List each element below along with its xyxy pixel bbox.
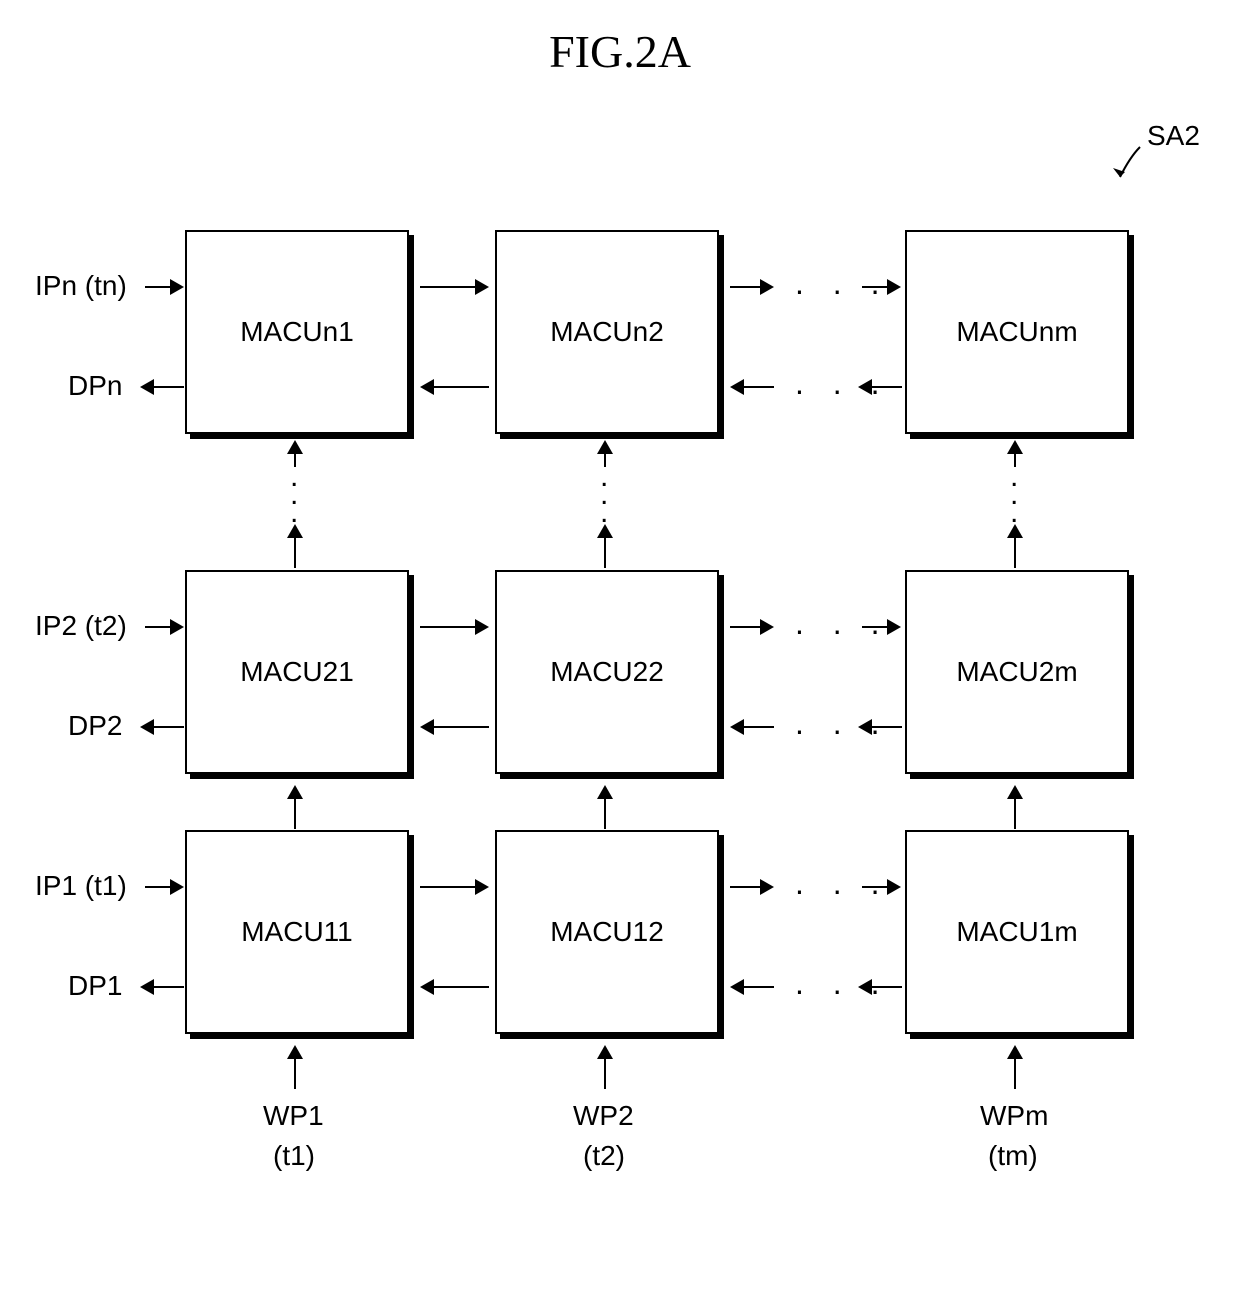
box-macu-22: MACU22 <box>495 570 719 774</box>
box-macu-12: MACU12 <box>495 830 719 1034</box>
label-ipn: IPn (tn) <box>35 270 127 302</box>
box-macu-21: MACU21 <box>185 570 409 774</box>
box-macu-n1: MACUn1 <box>185 230 409 434</box>
box-macu-11: MACU11 <box>185 830 409 1034</box>
label-dp1: DP1 <box>68 970 122 1002</box>
label-dp2: DP2 <box>68 710 122 742</box>
label-t1: (t1) <box>273 1140 315 1172</box>
callout-arrow-icon <box>1105 142 1155 192</box>
box-label: MACU12 <box>550 916 664 948</box>
box-label: MACU1m <box>956 916 1077 948</box>
label-ip2: IP2 (t2) <box>35 610 127 642</box>
label-wpm: WPm <box>980 1100 1048 1132</box>
box-label: MACUn1 <box>240 316 354 348</box>
figure-title: FIG.2A <box>0 25 1240 78</box>
ellipsis-icon: . . . <box>795 705 889 742</box>
label-wp1: WP1 <box>263 1100 324 1132</box>
label-ip1: IP1 (t1) <box>35 870 127 902</box>
box-macu-n2: MACUn2 <box>495 230 719 434</box>
ellipsis-icon: . . . <box>795 365 889 402</box>
ellipsis-icon: . . . <box>795 605 889 642</box>
box-label: MACUn2 <box>550 316 664 348</box>
box-label: MACU2m <box>956 656 1077 688</box>
box-label: MACU22 <box>550 656 664 688</box>
label-tm: (tm) <box>988 1140 1038 1172</box>
box-macu-1m: MACU1m <box>905 830 1129 1034</box>
ellipsis-icon: . . . <box>795 265 889 302</box>
vertical-ellipsis-icon: ... <box>1010 468 1018 522</box>
label-dpn: DPn <box>68 370 122 402</box>
box-macu-nm: MACUnm <box>905 230 1129 434</box>
ellipsis-icon: . . . <box>795 965 889 1002</box>
box-label: MACU21 <box>240 656 354 688</box>
label-t2: (t2) <box>583 1140 625 1172</box>
vertical-ellipsis-icon: ... <box>290 468 298 522</box>
figure-container: FIG.2A SA2 MACUn1 MACUn2 MACUnm MACU21 M… <box>0 0 1240 1314</box>
ellipsis-icon: . . . <box>795 865 889 902</box>
box-label: MACU11 <box>241 916 353 948</box>
vertical-ellipsis-icon: ... <box>600 468 608 522</box>
box-macu-2m: MACU2m <box>905 570 1129 774</box>
label-wp2: WP2 <box>573 1100 634 1132</box>
box-label: MACUnm <box>956 316 1077 348</box>
